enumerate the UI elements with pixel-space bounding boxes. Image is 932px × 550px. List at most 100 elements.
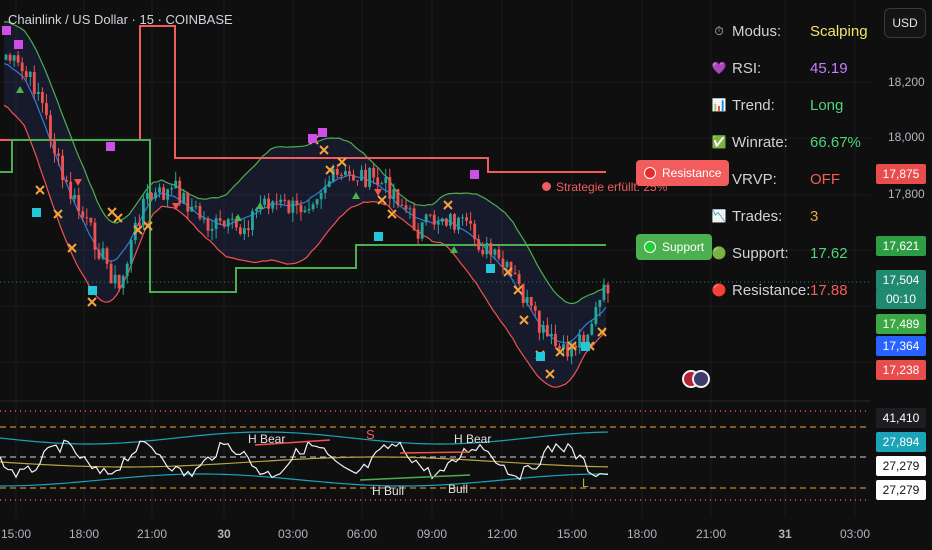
candle-body [40, 91, 44, 104]
oscillator-badge: 27,279 [876, 480, 926, 500]
info-row-value: 17.62 [810, 244, 848, 262]
candle-body [206, 218, 210, 231]
candle-body [73, 194, 77, 199]
osc-signal-line [0, 456, 609, 468]
candle-body [400, 204, 404, 206]
resistance-line [0, 25, 606, 173]
cross-marker [143, 221, 153, 231]
candle-body [28, 71, 32, 78]
resistance-flag-label: Resistance [662, 166, 722, 180]
time-tick-label: 21:00 [136, 527, 168, 541]
candle-body [238, 227, 242, 234]
oscillator-badge: 41,410 [876, 408, 926, 428]
candle-body [348, 171, 351, 175]
candle-body [125, 263, 129, 277]
info-row-label: RSI: [732, 59, 762, 77]
candle-body [279, 199, 283, 203]
candle-body [513, 272, 517, 275]
price-badge: 17,364 [876, 336, 926, 356]
info-row: 💜 RSI: 45.19 [710, 57, 848, 79]
candle-body [275, 201, 279, 203]
triangle-marker [234, 214, 242, 221]
price-badge: 17,504 [876, 270, 926, 290]
info-row-label: Modus: [732, 22, 782, 40]
candle-body [331, 168, 335, 182]
oscillator-badge: 27,279 [876, 456, 926, 476]
info-row-value: OFF [810, 170, 840, 188]
candle-body [218, 218, 222, 221]
candle-body [335, 168, 339, 175]
signal-markers [2, 26, 607, 379]
candle-body [101, 248, 105, 259]
price-tick-label: 17,800 [888, 187, 925, 201]
candle-body [554, 333, 557, 347]
candle-body [210, 228, 214, 231]
candle-body [469, 220, 473, 224]
candle-body [364, 169, 367, 187]
candle-body [566, 344, 569, 357]
candle-body [307, 209, 311, 211]
time-tick-label: 03:00 [277, 527, 309, 541]
candle-body [174, 180, 178, 188]
resistance-flag: Resistance [636, 160, 730, 186]
cross-marker [53, 209, 63, 219]
strategy-note: Strategie erfüllt: 25% [542, 180, 667, 194]
time-tick-label: 30 [217, 527, 231, 541]
candle-body [412, 208, 416, 230]
info-row-label: Resistance: [732, 281, 811, 299]
l-marker: L [582, 476, 589, 490]
candle-body [287, 200, 291, 213]
bollinger-bands [3, 21, 607, 388]
info-row: 📉 Trades: 3 [710, 205, 819, 227]
candle-body [158, 187, 161, 193]
candle-body [327, 181, 331, 187]
currency-button[interactable]: USD [884, 8, 926, 38]
candle-body [529, 297, 533, 306]
candle-body [154, 192, 157, 199]
square-marker [308, 134, 317, 143]
candle-body [408, 208, 412, 210]
info-row-label: Trend: [732, 96, 775, 114]
candle-body [574, 345, 578, 348]
candle-body [509, 262, 513, 273]
info-row-value: 45.19 [810, 59, 848, 77]
candle-body [368, 167, 372, 187]
h-bear-label-2: H Bear [454, 432, 492, 446]
event-flag-us-icon[interactable] [682, 370, 712, 392]
osc-line [0, 439, 609, 481]
candle-body [477, 239, 481, 250]
divergence-line [254, 439, 331, 446]
candle-body [299, 204, 303, 213]
chart-grid [0, 0, 870, 518]
candle-body [8, 54, 12, 61]
cross-marker [597, 327, 607, 337]
candle-body [352, 174, 355, 181]
price-badge: 17,238 [876, 360, 926, 380]
candle-body [501, 258, 505, 268]
checkmark-icon: ✅ [711, 135, 727, 149]
info-row-label: Support: [732, 244, 789, 262]
green-circle-icon: 🟢 [711, 246, 727, 260]
cross-marker [113, 213, 123, 223]
candle-body [461, 217, 464, 219]
candle-body [141, 198, 145, 226]
heart-icon: 💜 [711, 61, 727, 75]
info-row-label: Trades: [732, 207, 783, 225]
candle-body [81, 211, 85, 218]
info-row: 📊 Trend: Long [710, 94, 844, 116]
square-marker [318, 128, 327, 137]
candle-body [97, 249, 101, 259]
symbol-title[interactable]: Chainlink / US Dollar · 15 · COINBASE [8, 12, 233, 27]
cross-marker [387, 209, 397, 219]
cross-marker [519, 315, 529, 325]
cross-marker [545, 369, 555, 379]
red-circle-icon [644, 167, 656, 179]
candle-body [449, 214, 452, 226]
candle-body [489, 243, 493, 255]
candle-body [186, 193, 190, 212]
info-row: ⏱ Modus: Scalping [710, 20, 867, 42]
lower-band [3, 104, 607, 388]
time-tick-label: 12:00 [486, 527, 518, 541]
candle-body [53, 141, 56, 154]
